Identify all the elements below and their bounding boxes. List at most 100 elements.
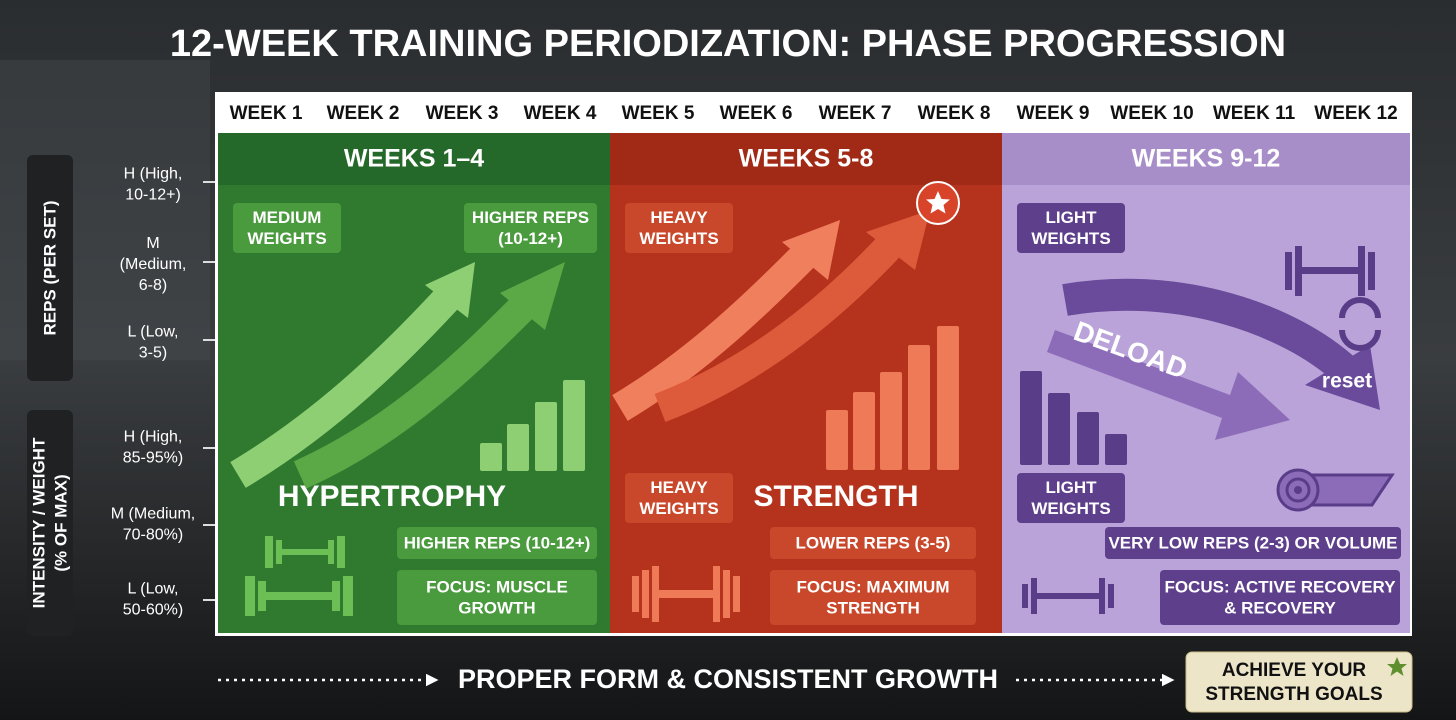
phase-name: HYPERTROPHY [278, 480, 506, 513]
reps-tag-box [1105, 527, 1401, 559]
mat-icon [1276, 468, 1395, 512]
focus-tag: GROWTH [458, 598, 535, 617]
weight-tag: WEIGHTS [639, 229, 718, 248]
arrow-head [500, 262, 565, 330]
arrow-head [425, 262, 475, 318]
title: 12-WEEK TRAINING PERIODIZATION: PHASE PR… [170, 23, 1286, 65]
phase-header-bar [610, 133, 1002, 185]
dumbbell-icon [245, 536, 353, 616]
week-label: WEEK 4 [524, 103, 597, 124]
axis-title: (% OF MAX) [51, 474, 70, 571]
reps-tag: HIGHER REPS (10-12+) [404, 533, 591, 552]
weight-tag-box [464, 203, 597, 253]
footer-motto: PROPER FORM & CONSISTENT GROWTH [458, 664, 998, 694]
phase-name: STRENGTH [754, 480, 919, 513]
weight-tag: (10-12+) [498, 229, 563, 248]
focus-tag: FOCUS: ACTIVE RECOVERY [1164, 577, 1396, 596]
axis-level: M (Medium, [111, 506, 195, 523]
phase-header: WEEKS 9-12 [1132, 145, 1281, 173]
weight-tag: LIGHT [1046, 208, 1098, 227]
weight-tag: WEIGHTS [247, 229, 326, 248]
week-label: WEEK 12 [1314, 103, 1397, 124]
bar-icon [480, 380, 585, 471]
week-label: WEEK 3 [426, 103, 499, 124]
week-label: WEEK 9 [1017, 103, 1090, 124]
weight-tag: LIGHT [1046, 478, 1098, 497]
axis-level: (Medium, [120, 256, 187, 273]
axis-title: INTENSITY / WEIGHT [29, 437, 48, 608]
bar-icon [1020, 371, 1127, 465]
goal-text: ACHIEVE YOUR [1222, 660, 1367, 681]
weight-tag: HEAVY [650, 208, 708, 227]
phase-note: reset [1322, 370, 1372, 393]
weight-tag-box [1017, 473, 1125, 523]
reps-tag-box [770, 527, 976, 559]
axis-level: 3-5) [139, 345, 167, 362]
weight-tag: MEDIUM [253, 208, 322, 227]
axis-box [27, 155, 73, 381]
reps-tag: VERY LOW REPS (2-3) OR VOLUME [1108, 533, 1397, 552]
star-icon [926, 191, 950, 214]
focus-tag-box [397, 570, 597, 625]
goal-star [1387, 657, 1407, 676]
dumbbell-icon [1022, 246, 1375, 614]
axis-level: H (High, [124, 166, 183, 183]
axis-level: L (Low, [128, 581, 179, 598]
cycle-icon [1339, 297, 1381, 351]
phase-header-bar [218, 133, 610, 185]
week-label: WEEK 7 [819, 103, 892, 124]
weight-tag-box [625, 203, 733, 253]
axis-box [27, 410, 73, 636]
arrow-shape [230, 279, 467, 488]
week-label: WEEK 11 [1213, 103, 1296, 124]
phase-header: WEEKS 5-8 [739, 145, 874, 173]
axis-level: 6-8) [139, 277, 167, 294]
axis-level: 10-12+) [125, 187, 181, 204]
week-label: WEEK 1 [230, 103, 303, 124]
weight-tag: HIGHER REPS [472, 208, 589, 227]
arrow-head [866, 210, 930, 270]
arrow-shape [612, 239, 821, 421]
arrow-shape [654, 229, 907, 423]
week-label: WEEK 10 [1110, 103, 1193, 124]
axis-level: H (High, [124, 429, 183, 446]
goal-box [1185, 651, 1413, 713]
goal-text: STRENGTH GOALS [1205, 684, 1382, 705]
axis-level: M [146, 235, 159, 252]
weight-tag: WEIGHTS [639, 499, 718, 518]
axis-level: 50-60%) [123, 602, 183, 619]
phase-header-bar [1002, 133, 1410, 185]
weight-tag: WEIGHTS [1031, 499, 1110, 518]
focus-tag: FOCUS: MAXIMUM [797, 577, 950, 596]
arrow-shape [293, 289, 541, 489]
focus-tag-box [770, 570, 976, 625]
phase-header: WEEKS 1–4 [344, 145, 484, 173]
arrow-head [1305, 345, 1380, 410]
weight-tag-box [1017, 203, 1125, 253]
axis-title: REPS (PER SET) [40, 200, 59, 335]
axis-level: L (Low, [128, 324, 179, 341]
dumbbell-icon [632, 566, 740, 622]
week-label: WEEK 6 [720, 103, 793, 124]
arrow-head [782, 220, 840, 280]
arrow-shape [1062, 278, 1356, 383]
focus-tag: FOCUS: MUSCLE [426, 577, 568, 596]
bar-icon [826, 326, 959, 470]
week-label: WEEK 8 [918, 103, 991, 124]
week-label: WEEK 2 [327, 103, 400, 124]
reps-tag-box [397, 527, 597, 559]
axis-level: 85-95%) [123, 450, 183, 467]
axis-level: 70-80%) [123, 527, 183, 544]
deload-arrow [1047, 330, 1290, 440]
weight-tag-box [233, 203, 341, 253]
weight-tag: WEIGHTS [1031, 229, 1110, 248]
focus-tag-box [1160, 570, 1400, 625]
weight-tag: HEAVY [650, 478, 708, 497]
reps-tag: LOWER REPS (3-5) [796, 533, 951, 552]
weight-tag-box [625, 473, 733, 523]
focus-tag: & RECOVERY [1224, 598, 1336, 617]
week-label: WEEK 5 [622, 103, 695, 124]
focus-tag: STRENGTH [826, 598, 920, 617]
